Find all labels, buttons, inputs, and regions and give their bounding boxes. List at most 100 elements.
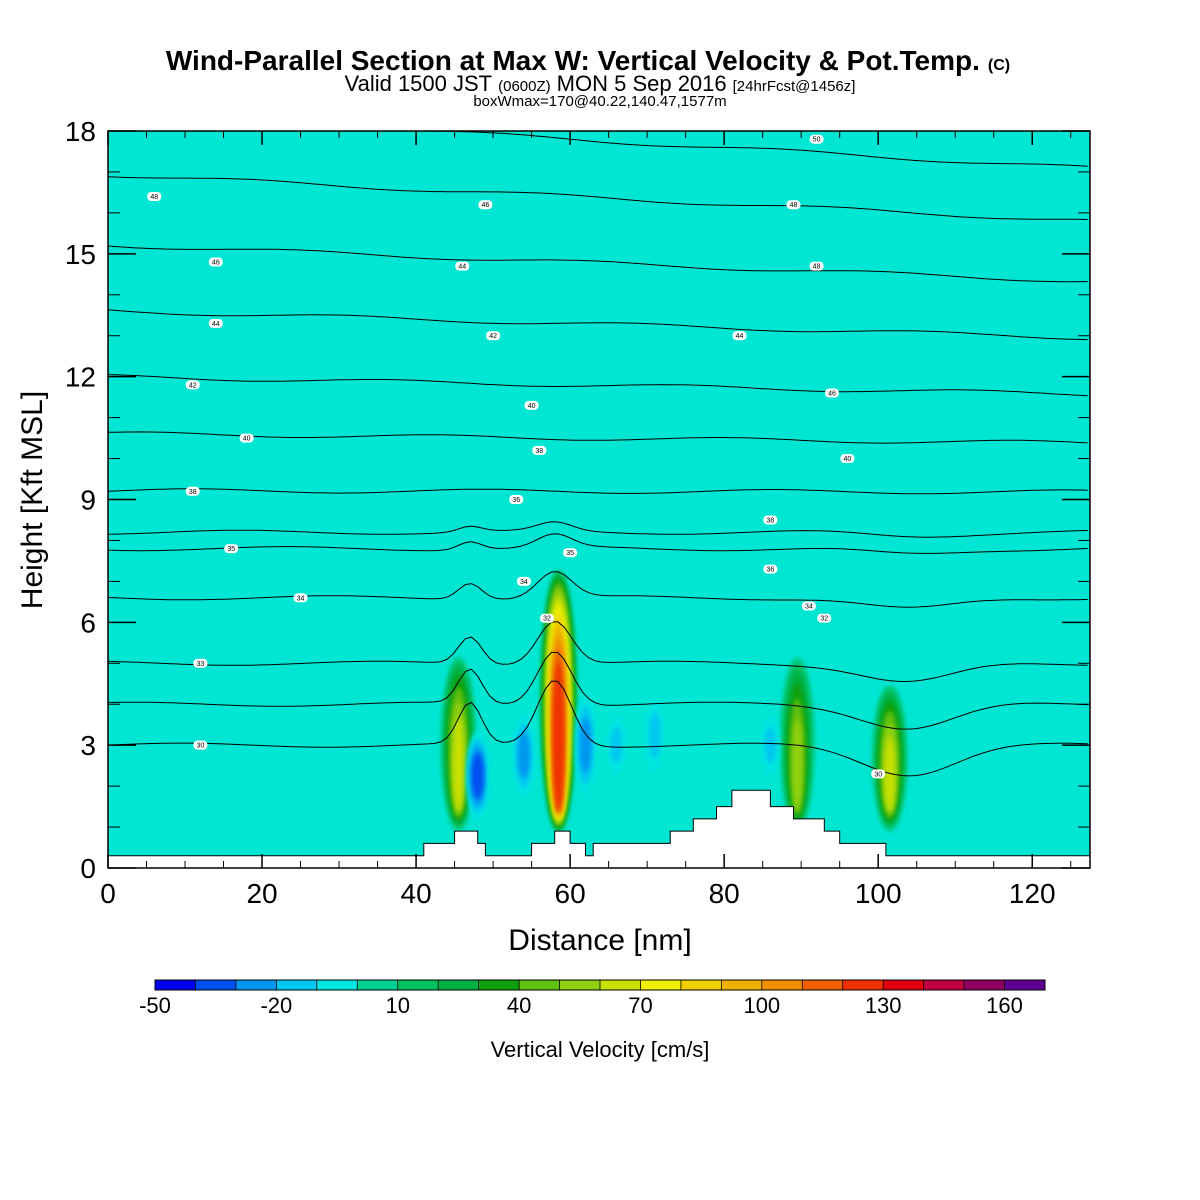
- y-tick-label: 15: [65, 239, 96, 270]
- colorbar-swatch: [1004, 980, 1046, 990]
- theta-contour-40: [108, 431, 1088, 444]
- theta-label-26: 36: [763, 564, 778, 574]
- svg-text:40: 40: [243, 436, 251, 443]
- colorbar-swatch: [559, 980, 601, 990]
- theta-label-28: 32: [817, 613, 832, 623]
- theta-contour-38: [108, 488, 1088, 495]
- colorbar-tick-label: -50: [139, 993, 171, 1018]
- svg-text:40: 40: [843, 456, 851, 463]
- colorbar-tick-label: 160: [986, 993, 1023, 1018]
- y-axis-label: Height [Kft MSL]: [16, 391, 49, 609]
- colorbar-swatch: [600, 980, 641, 990]
- colorbar-swatch: [195, 980, 237, 990]
- x-axis-label: Distance [nm]: [508, 924, 691, 957]
- svg-text:32: 32: [820, 616, 828, 623]
- svg-text:30: 30: [197, 743, 205, 750]
- theta-contour-44: [108, 309, 1088, 341]
- theta-contour-labels: 30 33 34 35 38 40 42 44 46 48 50 32 34 35 36 38 40 42 44 46…: [147, 134, 886, 779]
- chart-box-info: boxWmax=170@40.22,140.47,1577m: [473, 93, 726, 110]
- colorbar-tick-label: 40: [507, 993, 531, 1018]
- y-tick-label: 12: [65, 362, 96, 393]
- theta-label-6: 42: [185, 380, 200, 390]
- theta-contour-30: [108, 680, 1088, 777]
- x-tick-label: 100: [855, 878, 902, 909]
- theta-label-29: 30: [871, 769, 886, 779]
- theta-contour-46: [108, 245, 1088, 283]
- w-field: [440, 569, 908, 834]
- downdraft-column-1: [471, 752, 484, 799]
- svg-text:46: 46: [481, 202, 489, 209]
- colorbar-tick-label: 130: [865, 993, 902, 1018]
- theta-contour-36: [108, 521, 1088, 538]
- svg-text:34: 34: [297, 595, 305, 602]
- theta-label-23: 46: [824, 388, 839, 398]
- colorbar-swatch: [964, 980, 1006, 990]
- svg-text:46: 46: [828, 391, 836, 398]
- y-tick-label: 0: [80, 853, 96, 884]
- svg-text:40: 40: [528, 403, 536, 410]
- y-tick-label: 6: [80, 607, 96, 638]
- theta-label-18: 44: [455, 261, 470, 271]
- svg-text:38: 38: [766, 517, 774, 524]
- x-tick-label: 20: [246, 878, 277, 909]
- theta-label-9: 48: [147, 192, 162, 202]
- svg-text:46: 46: [212, 260, 220, 267]
- theta-contour-33: [108, 621, 1088, 683]
- theta-label-4: 38: [185, 486, 200, 496]
- theta-label-10: 50: [809, 134, 824, 144]
- svg-text:35: 35: [566, 550, 574, 557]
- theta-label-2: 34: [293, 593, 308, 603]
- svg-text:42: 42: [489, 333, 497, 340]
- theta-label-12: 34: [516, 576, 531, 586]
- svg-text:34: 34: [520, 579, 528, 586]
- colorbar-swatch: [397, 980, 439, 990]
- downdraft-column-3: [579, 717, 592, 773]
- theta-label-19: 46: [478, 200, 493, 210]
- updraft-column-1: [453, 718, 464, 811]
- plot-background: [108, 131, 1090, 868]
- theta-contour-35: [108, 533, 1088, 554]
- downdraft-column-2: [518, 732, 530, 779]
- colorbar-swatch: [478, 980, 520, 990]
- svg-text:42: 42: [189, 382, 197, 389]
- colorbar-swatch: [155, 980, 196, 990]
- colorbar-swatch: [721, 980, 763, 990]
- colorbar-swatch: [640, 980, 682, 990]
- colorbar-tick-label: 100: [743, 993, 780, 1018]
- theta-contour-32: [108, 651, 1088, 730]
- updraft-column-2: [553, 662, 564, 811]
- x-tick-label: 60: [555, 878, 586, 909]
- y-tick-label: 18: [65, 116, 96, 147]
- colorbar-swatch: [316, 980, 358, 990]
- svg-text:44: 44: [458, 264, 466, 271]
- theta-label-11: 32: [540, 613, 555, 623]
- theta-label-5: 40: [239, 433, 254, 443]
- theta-label-8: 46: [208, 257, 223, 267]
- colorbar-swatch: [761, 980, 803, 990]
- colorbar-swatch: [680, 980, 722, 990]
- svg-text:48: 48: [150, 194, 158, 201]
- theta-label-21: 48: [809, 261, 824, 271]
- svg-text:44: 44: [736, 333, 744, 340]
- colorbar-tick-label: 70: [628, 993, 652, 1018]
- svg-text:32: 32: [543, 616, 551, 623]
- colorbar-swatch: [923, 980, 965, 990]
- updraft-column-3: [792, 718, 803, 811]
- x-tick-label: 120: [1009, 878, 1056, 909]
- colorbar-swatch: [276, 980, 318, 990]
- colorbar-swatch: [235, 980, 277, 990]
- svg-text:48: 48: [790, 202, 798, 209]
- colorbar-swatch: [802, 980, 844, 990]
- chart-title: Wind-Parallel Section at Max W: Vertical…: [166, 45, 1010, 76]
- theta-label-15: 38: [532, 445, 547, 455]
- theta-label-0: 30: [193, 740, 208, 750]
- x-tick-label: 40: [401, 878, 432, 909]
- svg-text:35: 35: [227, 546, 235, 553]
- svg-text:30: 30: [874, 771, 882, 778]
- theta-label-22: 44: [732, 331, 747, 341]
- svg-text:36: 36: [766, 567, 774, 574]
- theta-contour-48: [108, 176, 1088, 220]
- svg-text:48: 48: [813, 264, 821, 271]
- theta-label-25: 38: [763, 515, 778, 525]
